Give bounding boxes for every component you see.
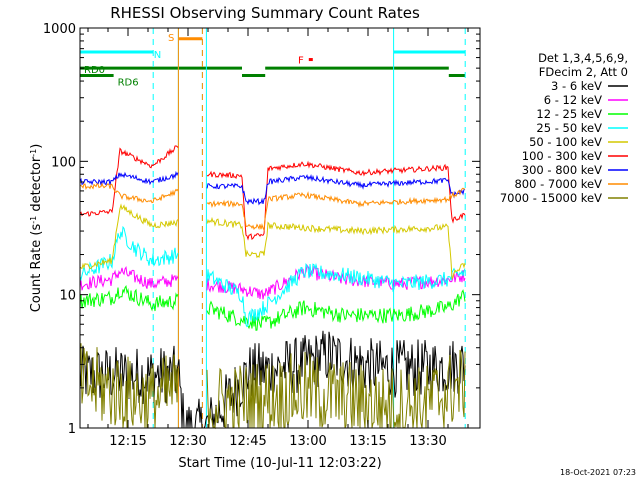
plot-frame	[79, 27, 481, 429]
legend: Det 1,3,4,5,6,9,FDecim 2, Att 03 - 6 keV…	[500, 51, 628, 205]
series-line-3	[79, 285, 466, 331]
legend-entry-label: 800 - 7000 keV	[514, 177, 602, 191]
legend-entry-label: 100 - 300 keV	[522, 149, 602, 163]
footer-timestamp: 18-Oct-2021 07:23	[560, 468, 636, 477]
series-line-7	[79, 170, 466, 206]
x-axis-label: Start Time (10-Jul-11 12:03:22)	[178, 456, 381, 471]
axes-layer: 1 10 100 1000 12:15 12:30 12:45 13:00 13:15 13:30	[43, 22, 480, 449]
legend-header: FDecim 2, Att 0	[539, 65, 628, 79]
x-tick-label: 12:30	[169, 434, 206, 449]
legend-entry-label: 6 - 12 keV	[544, 93, 602, 107]
x-tick-label: 12:15	[109, 434, 146, 449]
legend-entry-label: 3 - 6 keV	[551, 79, 602, 93]
legend-header: Det 1,3,4,5,6,9,	[538, 51, 628, 65]
legend-entry-label: 7000 - 15000 keV	[500, 191, 602, 205]
x-tick-label: 13:15	[349, 434, 386, 449]
flags-layer: SN F RD0 RD6	[80, 33, 466, 89]
x-tick-label: 12:45	[229, 434, 266, 449]
legend-entry-label: 300 - 800 keV	[522, 163, 602, 177]
series-line-4	[79, 225, 466, 328]
y-tick-label: 1	[68, 422, 76, 437]
series-line-5	[79, 203, 466, 280]
flag-rd6-label: RD6	[118, 78, 139, 89]
series-line-2	[79, 264, 466, 300]
y-tick-label: 1000	[43, 22, 76, 37]
y-tick-label: 10	[59, 289, 76, 304]
y-axis-label-part: detector	[29, 156, 44, 216]
series-line-6	[79, 145, 466, 241]
series-line-8	[79, 182, 466, 232]
legend-entry-label: 12 - 25 keV	[536, 107, 602, 121]
y-axis-label-part: )	[29, 144, 44, 149]
flag-n-label: N	[154, 50, 161, 61]
y-axis-label-part: Count Rate (s	[29, 224, 44, 313]
flag-f-label: F	[298, 56, 304, 67]
legend-entry-label: 50 - 100 keV	[529, 135, 602, 149]
y-tick-label: 100	[51, 155, 76, 170]
y-axis-label-sup: -1	[29, 216, 38, 224]
x-tick-label: 13:30	[409, 434, 446, 449]
chart-title: RHESSI Observing Summary Count Rates	[110, 4, 420, 22]
flag-rd0-label: RD0	[84, 65, 105, 76]
y-axis-label-sup: -1	[29, 149, 38, 157]
flag-s-label: S	[168, 33, 174, 44]
legend-entry-label: 25 - 50 keV	[536, 121, 602, 135]
y-axis-label: Count Rate (s-1 detector-1)	[29, 144, 45, 313]
x-tick-label: 13:00	[289, 434, 326, 449]
